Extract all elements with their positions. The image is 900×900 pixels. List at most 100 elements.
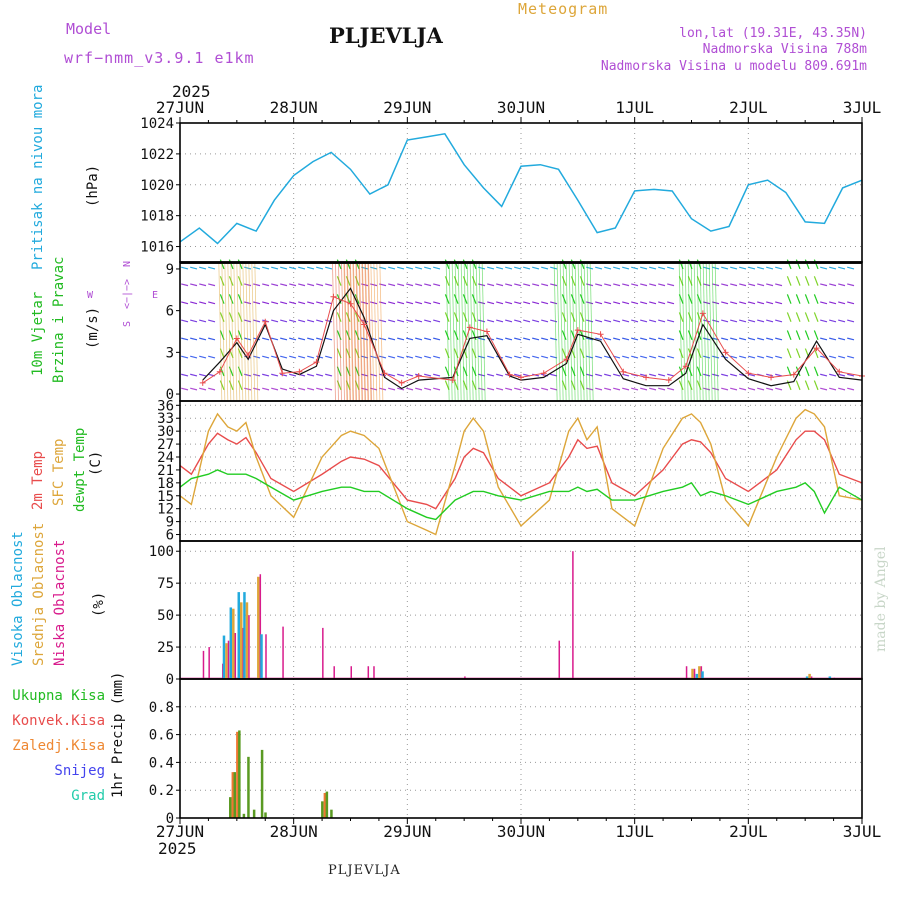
wind-arrow bbox=[354, 259, 360, 270]
precip-total-bar bbox=[252, 809, 256, 818]
wind-arrow bbox=[847, 319, 855, 323]
wind-arrow bbox=[190, 283, 198, 287]
wind-arrow bbox=[505, 319, 513, 323]
compass-arrows: <−|−> bbox=[122, 279, 133, 309]
wind-arrow bbox=[631, 283, 639, 287]
wind-arrow bbox=[336, 259, 342, 270]
wind-gust-point bbox=[813, 345, 820, 352]
gust-streak bbox=[379, 263, 384, 402]
wind-arrow bbox=[604, 373, 612, 377]
cloud-mid-bar bbox=[808, 673, 811, 679]
wind-gust-point bbox=[506, 371, 513, 378]
time-tick-bottom: 1JUL bbox=[615, 822, 654, 841]
wind-arrow bbox=[748, 337, 756, 341]
precip-total-bar bbox=[233, 772, 237, 818]
wind-arrow bbox=[406, 387, 414, 391]
wind-arrow bbox=[786, 276, 792, 286]
wind-arrow bbox=[649, 301, 657, 305]
wind-arrow bbox=[649, 283, 657, 287]
wind-arrow bbox=[181, 301, 189, 305]
wind-arrow bbox=[280, 266, 288, 270]
wind-gust-point bbox=[643, 374, 650, 381]
model-elevation-label: Nadmorska Visina u modelu 809.691m bbox=[601, 59, 867, 74]
wind-arrow bbox=[532, 319, 540, 323]
wind-arrow bbox=[181, 355, 189, 359]
temp-unit: (C) bbox=[88, 451, 104, 476]
cloud-low-bar bbox=[558, 640, 561, 679]
wind-arrow bbox=[244, 266, 252, 270]
wind-arrow bbox=[433, 337, 441, 341]
wind-arrow bbox=[271, 373, 279, 377]
wind-arrow bbox=[829, 355, 837, 359]
wind-arrow bbox=[595, 355, 603, 359]
wind-arrow bbox=[820, 301, 828, 305]
coords-label: lon,lat (19.31E, 43.35N) bbox=[679, 26, 867, 41]
wind-arrow bbox=[613, 283, 621, 287]
wind-arrow bbox=[804, 294, 810, 304]
wind-arrow bbox=[838, 266, 846, 270]
wind-arrow bbox=[228, 380, 234, 391]
wind-gust-point bbox=[296, 368, 303, 375]
wind-arrow bbox=[462, 276, 468, 286]
wind-arrow bbox=[829, 266, 837, 270]
wind-tick-label: 3 bbox=[166, 345, 174, 361]
wind-arrow bbox=[532, 355, 540, 359]
gust-streak bbox=[359, 263, 363, 402]
wind-arrow bbox=[748, 266, 756, 270]
wind-arrow bbox=[730, 266, 738, 270]
wind-arrow bbox=[406, 283, 414, 287]
wind-tick-label: 6 bbox=[166, 304, 174, 320]
precip-total-bar bbox=[321, 801, 324, 818]
wind-arrow bbox=[804, 312, 810, 322]
cloud-high-label: Visoka Oblacnost bbox=[10, 531, 26, 666]
wind-arrow bbox=[595, 387, 603, 391]
gust-streak bbox=[230, 263, 235, 402]
wind-gust-point bbox=[540, 370, 547, 377]
wind-arrow bbox=[325, 266, 333, 270]
wind-arrow bbox=[406, 373, 414, 377]
cloud-low-bar bbox=[350, 666, 352, 679]
wind-arrow bbox=[775, 337, 783, 341]
wind-arrow bbox=[561, 330, 567, 341]
precip-conv-bar bbox=[323, 792, 327, 818]
wind-arrow bbox=[271, 337, 279, 341]
gust-streak bbox=[693, 263, 698, 402]
gust-streak bbox=[251, 263, 256, 402]
wind-gust-point bbox=[216, 368, 223, 375]
wind-arrow bbox=[838, 355, 846, 359]
wind-arrow bbox=[424, 337, 432, 341]
wind-arrow bbox=[739, 319, 747, 323]
wind-arrow bbox=[370, 319, 378, 323]
wind-arrow bbox=[739, 301, 747, 305]
wind-arrow bbox=[208, 319, 216, 323]
wind-arrow bbox=[424, 301, 432, 305]
wind-arrow bbox=[433, 319, 441, 323]
temp-tick-label: 30 bbox=[157, 424, 174, 440]
cloud-low-bar bbox=[572, 551, 574, 679]
wind-arrow bbox=[804, 366, 810, 377]
wind-arrow bbox=[613, 387, 621, 391]
wind-arrow bbox=[631, 319, 639, 323]
wind-arrow bbox=[514, 337, 522, 341]
wind-arrow bbox=[631, 387, 639, 391]
precip-legend-freezing: Zaledj.Kisa bbox=[12, 738, 105, 754]
wind-arrow bbox=[667, 387, 675, 391]
gust-streak bbox=[353, 263, 357, 402]
gust-streak bbox=[341, 263, 345, 402]
wind-arrow bbox=[444, 259, 450, 270]
wind-arrow bbox=[298, 387, 306, 391]
precip-conv-bar bbox=[231, 772, 235, 818]
wind-arrow bbox=[595, 266, 603, 270]
wind-arrow bbox=[804, 259, 810, 270]
precip-total-bar bbox=[242, 813, 246, 818]
wind-arrow bbox=[795, 348, 801, 359]
precip-tick-label: 0.6 bbox=[149, 728, 174, 744]
wind-arrow bbox=[514, 319, 522, 323]
wind-arrow bbox=[307, 373, 315, 377]
cloud-tick-label: 0 bbox=[166, 672, 174, 688]
wind-arrow bbox=[388, 283, 396, 287]
wind-arrow bbox=[433, 301, 441, 305]
wind-arrow bbox=[415, 301, 423, 305]
wind-arrow bbox=[199, 355, 207, 359]
wind-gust-point bbox=[262, 318, 269, 325]
